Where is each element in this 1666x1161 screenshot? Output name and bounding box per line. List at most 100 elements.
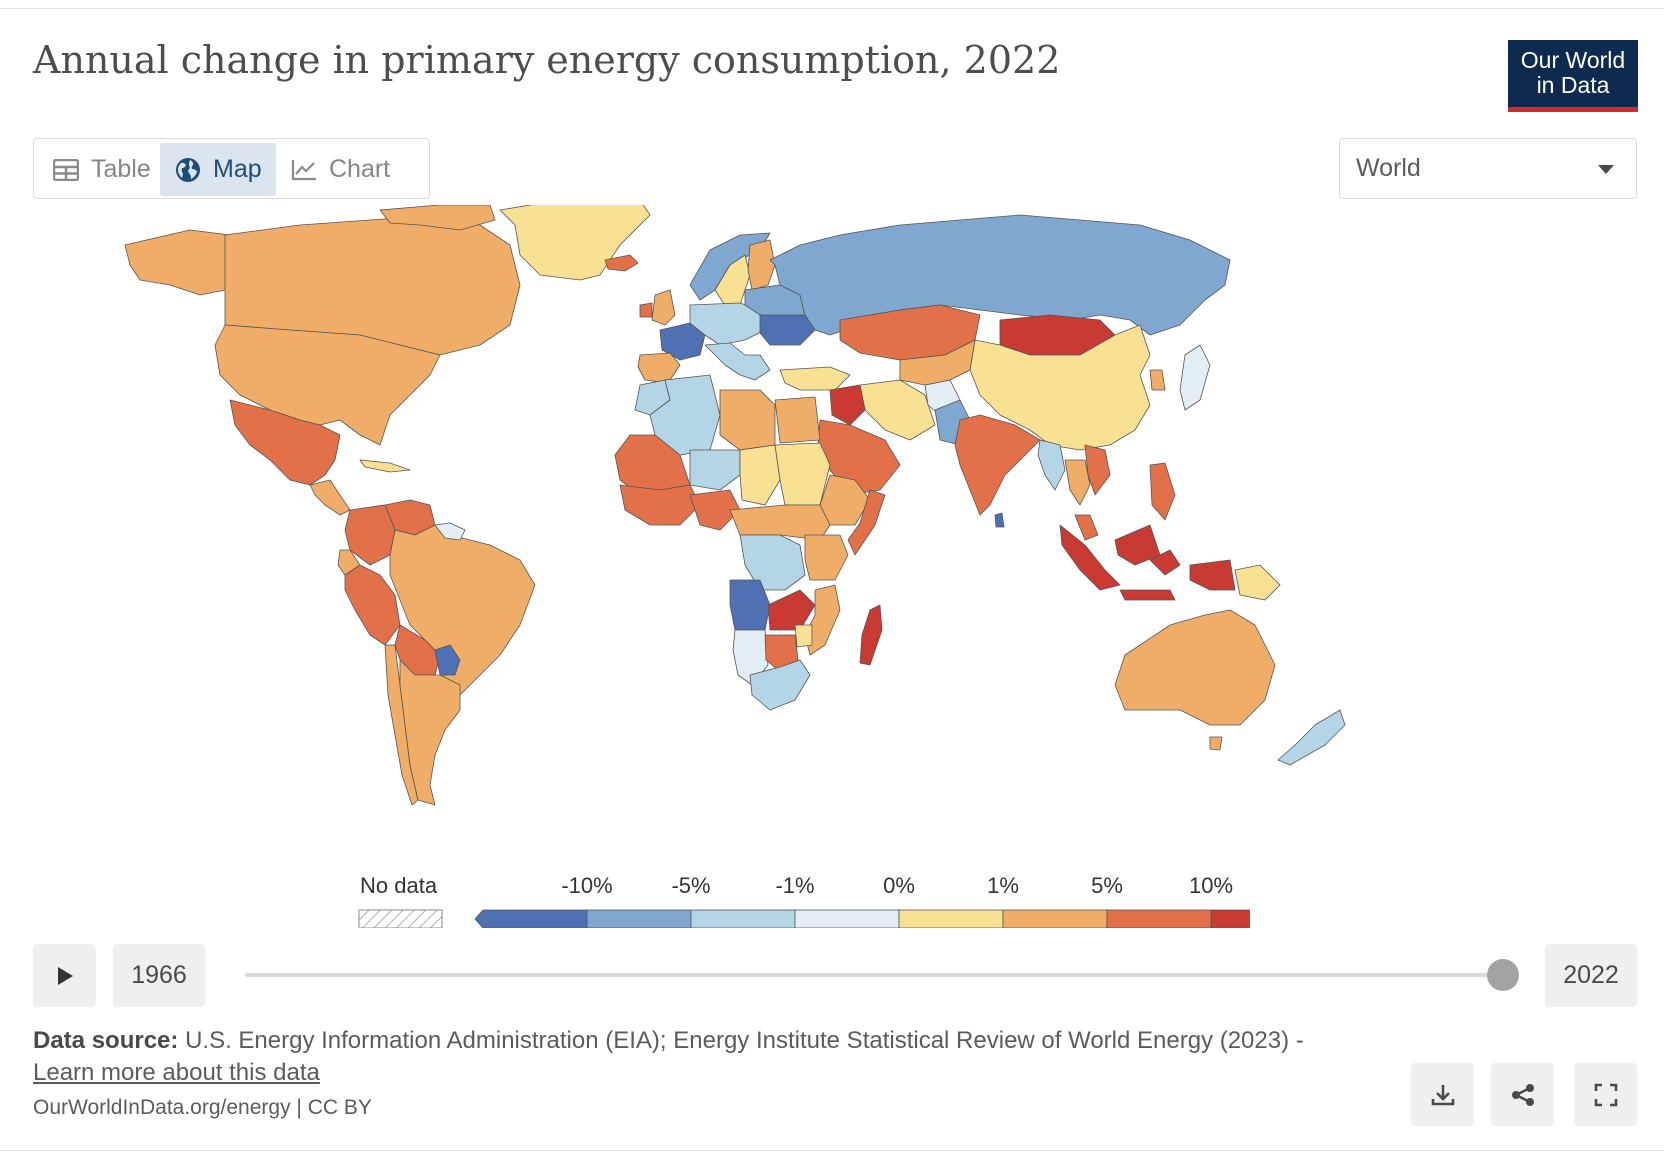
share-icon: [1511, 1083, 1534, 1106]
region-east-africa[interactable]: [804, 534, 849, 581]
region-south-africa[interactable]: [749, 659, 811, 711]
region-peru[interactable]: [344, 564, 401, 646]
logo-line-1: Our World: [1520, 47, 1626, 73]
legend-bin[interactable]: [898, 909, 1004, 928]
region-chad[interactable]: [739, 444, 781, 506]
legend-tick-label: -10%: [561, 873, 612, 898]
region-ukraine[interactable]: [759, 314, 816, 346]
region-niger[interactable]: [689, 449, 741, 491]
credit-line: OurWorldInData.org/energy | CC BY: [33, 1096, 372, 1119]
line-chart-icon: [291, 159, 316, 180]
timeline-end-year[interactable]: 2022: [1545, 944, 1637, 1007]
legend-bin[interactable]: [690, 909, 796, 928]
chevron-down-icon: [1598, 165, 1614, 174]
region-thailand[interactable]: [1064, 459, 1091, 506]
tab-map[interactable]: Map: [160, 143, 276, 196]
legend-bin[interactable]: [1106, 909, 1212, 928]
legend-tick-label: 1%: [987, 873, 1019, 898]
tab-table[interactable]: Table: [38, 143, 160, 196]
legend-bin[interactable]: [1002, 909, 1108, 928]
region-new-zealand[interactable]: [1277, 709, 1346, 766]
region-alaska[interactable]: [124, 229, 231, 296]
region-russia[interactable]: [769, 214, 1231, 336]
region-argentina[interactable]: [399, 659, 461, 806]
tab-table-label: Table: [91, 155, 151, 183]
data-source-text: U.S. Energy Information Administration (…: [185, 1027, 1304, 1054]
region-central-america[interactable]: [309, 479, 351, 516]
page-title: Annual change in primary energy consumpt…: [33, 38, 1061, 82]
region-uk[interactable]: [651, 289, 676, 326]
legend-no-data-swatch: [358, 909, 443, 928]
region-japan[interactable]: [1179, 344, 1211, 411]
legend-tick-label: 10%: [1189, 873, 1233, 898]
legend-bin[interactable]: [586, 909, 692, 928]
legend-bin[interactable]: [1210, 909, 1250, 928]
owid-logo[interactable]: Our World in Data: [1508, 40, 1638, 112]
region-colombia[interactable]: [344, 504, 396, 566]
data-source-label: Data source:: [33, 1027, 179, 1054]
region-nigeria[interactable]: [689, 489, 741, 531]
download-icon: [1431, 1084, 1454, 1105]
download-button[interactable]: [1411, 1063, 1474, 1126]
region-madagascar[interactable]: [859, 604, 883, 666]
region-korea[interactable]: [1149, 369, 1166, 391]
timeline-handle[interactable]: [1487, 959, 1519, 991]
region-india[interactable]: [954, 414, 1041, 516]
legend-color-bins: [474, 909, 1250, 928]
region-zimbabwe[interactable]: [794, 624, 813, 648]
region-dr-congo[interactable]: [739, 534, 806, 591]
region-west-africa[interactable]: [619, 484, 701, 526]
tab-chart-label: Chart: [329, 155, 391, 183]
legend-bin[interactable]: [794, 909, 900, 928]
region-iran[interactable]: [859, 379, 936, 441]
play-button[interactable]: [33, 944, 96, 1007]
region-italy-balkans[interactable]: [704, 342, 771, 381]
region-australia[interactable]: [1114, 609, 1276, 726]
tab-chart[interactable]: Chart: [276, 143, 404, 196]
region-select[interactable]: World: [1339, 138, 1637, 199]
legend-tick-label: -5%: [671, 873, 710, 898]
region-sudan[interactable]: [774, 442, 831, 506]
region-mexico[interactable]: [229, 399, 341, 486]
region-paraguay[interactable]: [434, 644, 461, 676]
region-libya[interactable]: [719, 389, 776, 451]
share-button[interactable]: [1491, 1063, 1554, 1126]
table-icon: [53, 158, 79, 181]
region-vietnam[interactable]: [1084, 444, 1111, 496]
region-papua-new-guinea[interactable]: [1234, 564, 1281, 601]
learn-more-link[interactable]: Learn more about this data: [33, 1059, 320, 1086]
region-canada-arctic[interactable]: [379, 205, 496, 231]
region-cuba[interactable]: [359, 459, 411, 473]
region-central-asia[interactable]: [899, 339, 976, 386]
legend-bin[interactable]: [474, 909, 588, 928]
region-finland[interactable]: [747, 239, 776, 291]
region-select-value: World: [1356, 154, 1421, 182]
chart-frame: [0, 8, 1664, 1151]
region-iraq[interactable]: [829, 384, 866, 426]
legend-tick-label: 0%: [883, 873, 915, 898]
region-turkey[interactable]: [779, 366, 851, 391]
region-sri-lanka[interactable]: [994, 512, 1005, 528]
region-zambia[interactable]: [767, 589, 816, 631]
region-indonesia[interactable]: [1059, 524, 1236, 601]
timeline-start-year[interactable]: 1966: [113, 944, 205, 1007]
fullscreen-button[interactable]: [1574, 1063, 1637, 1126]
region-ireland[interactable]: [639, 302, 653, 318]
legend-no-data-label: No data: [360, 873, 438, 898]
region-greenland[interactable]: [499, 205, 651, 281]
region-somalia[interactable]: [847, 489, 886, 556]
timeline-track[interactable]: [245, 973, 1503, 977]
region-philippines[interactable]: [1149, 462, 1176, 521]
region-united-states[interactable]: [214, 324, 441, 446]
region-mozambique[interactable]: [804, 584, 841, 656]
region-guianas[interactable]: [434, 522, 466, 541]
region-china[interactable]: [969, 324, 1151, 451]
region-myanmar[interactable]: [1037, 439, 1066, 491]
fullscreen-icon: [1594, 1083, 1617, 1106]
region-iberia[interactable]: [637, 352, 681, 384]
region-egypt[interactable]: [774, 396, 821, 444]
tab-map-label: Map: [213, 155, 262, 183]
region-tasmania[interactable]: [1209, 736, 1223, 751]
region-iceland[interactable]: [604, 254, 639, 272]
region-malaysia[interactable]: [1074, 514, 1099, 541]
